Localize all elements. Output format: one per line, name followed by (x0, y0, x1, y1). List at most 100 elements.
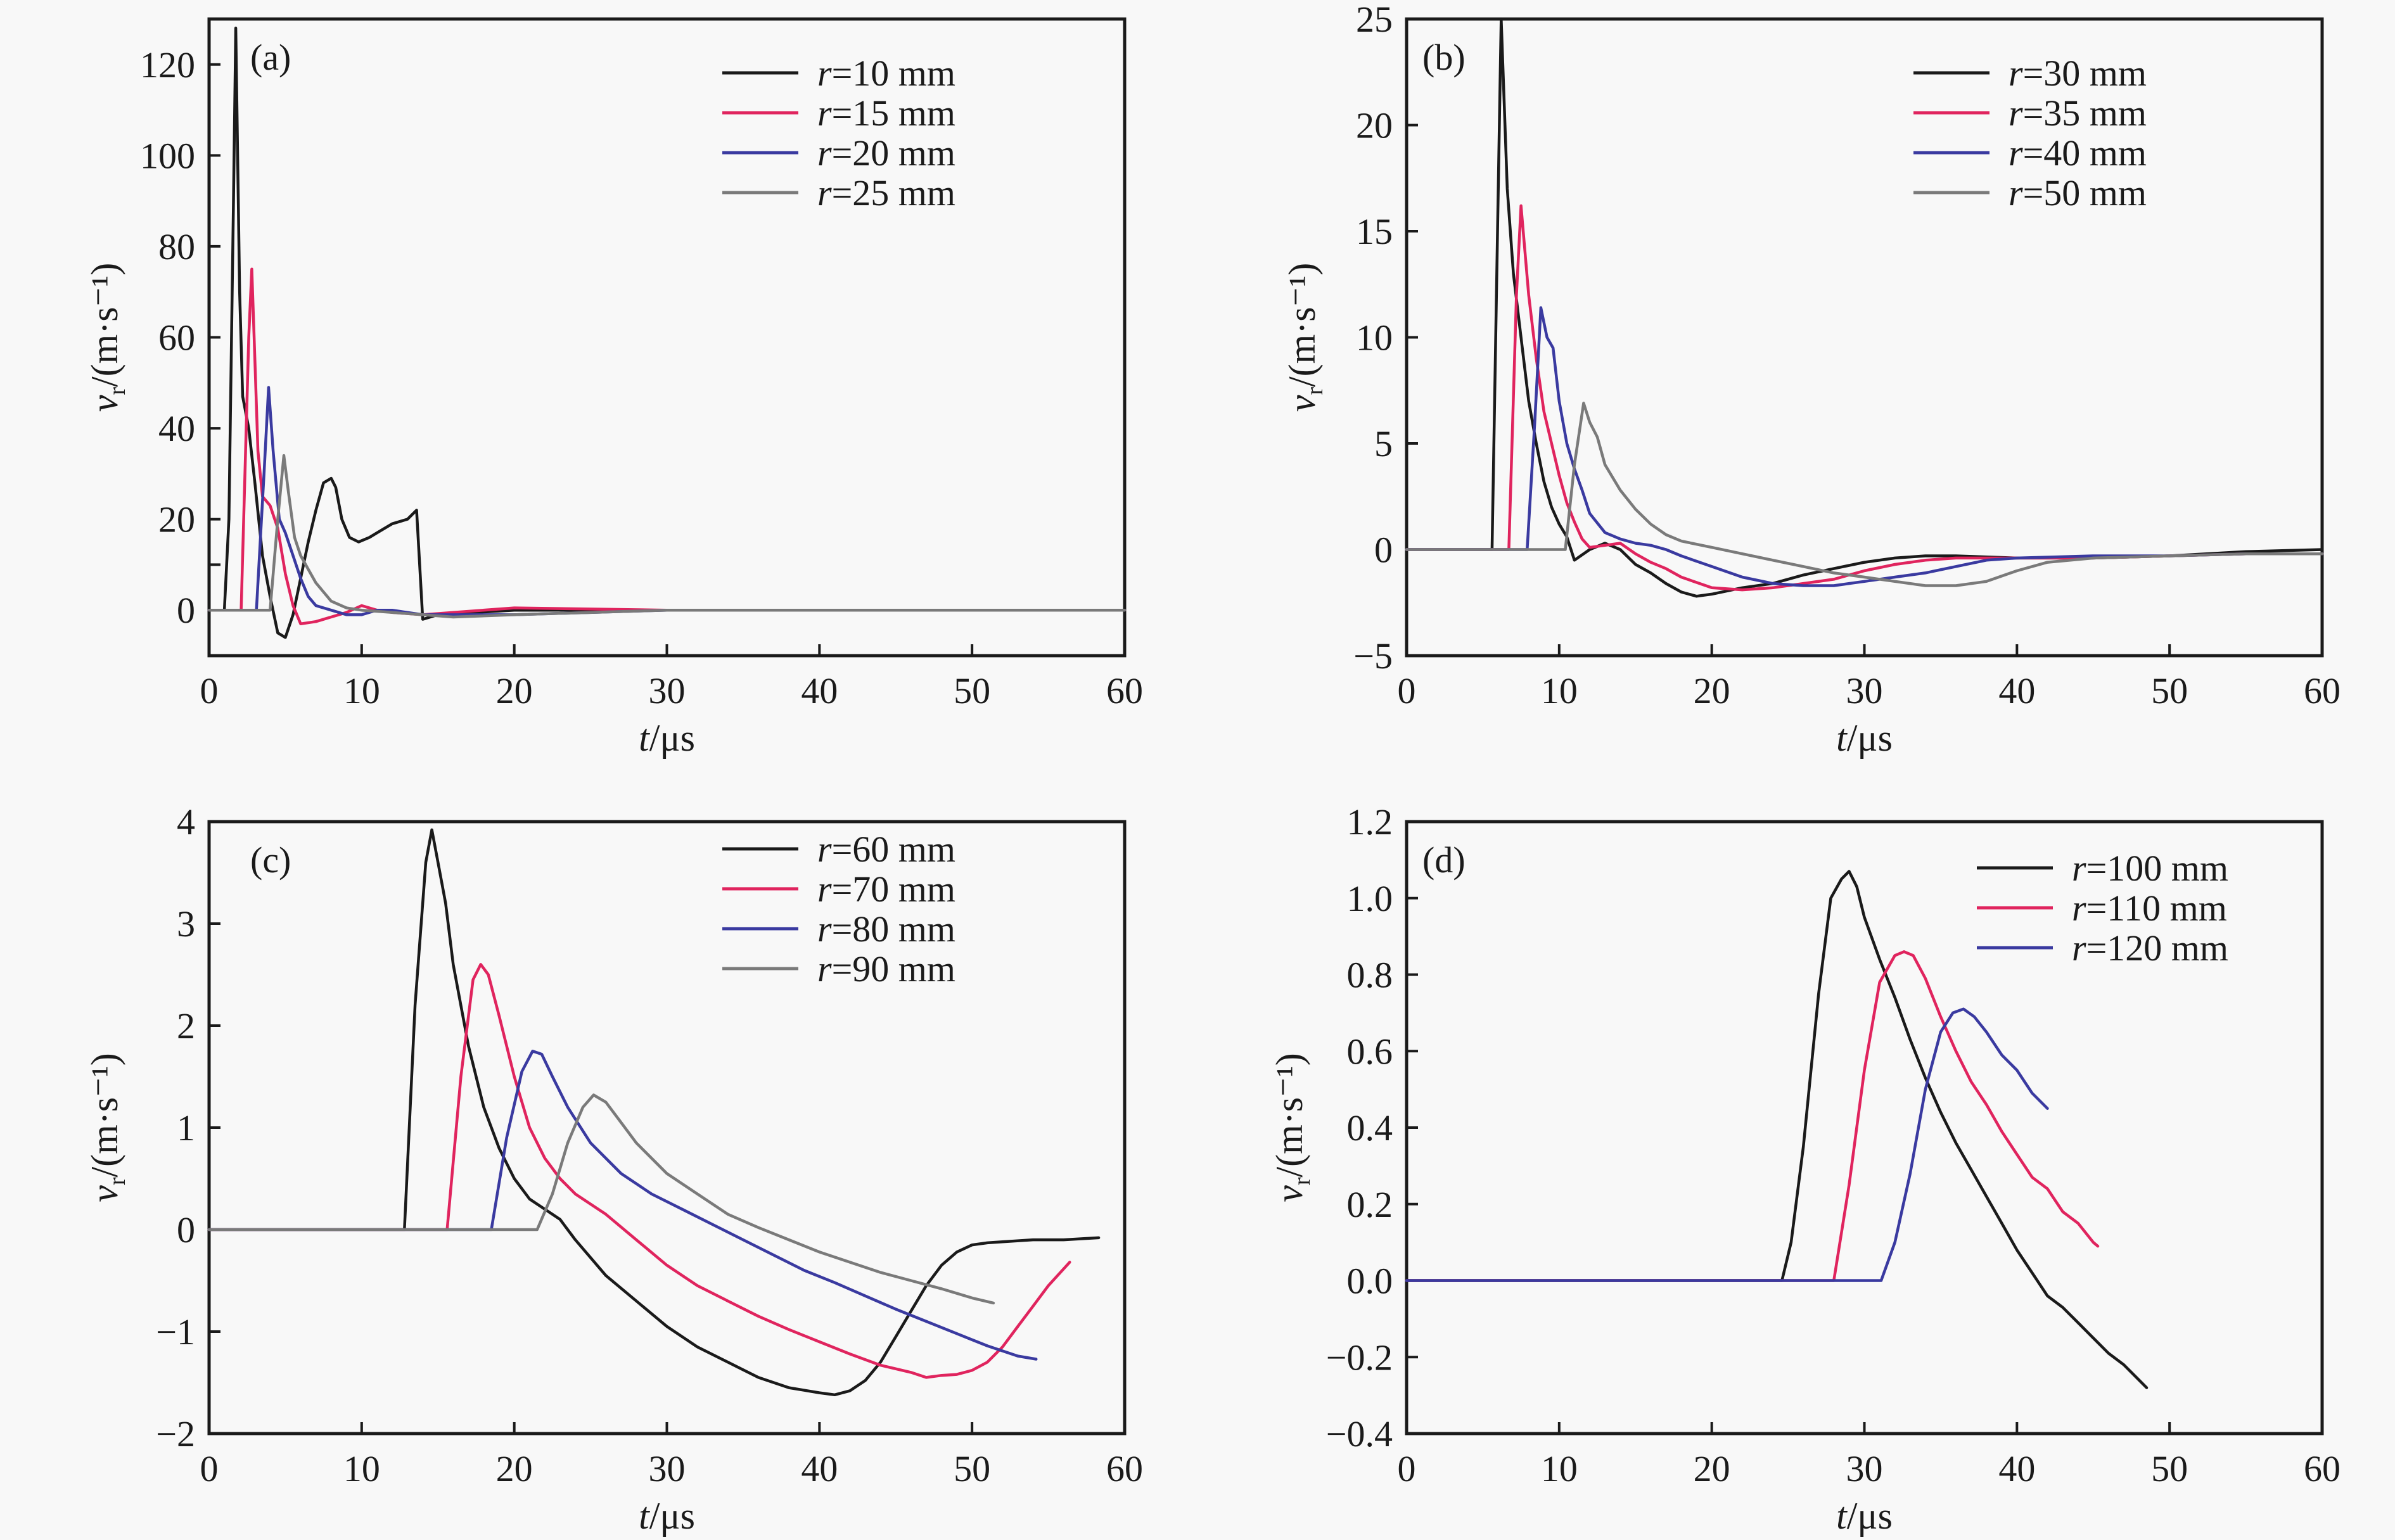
series-layer (1405, 17, 2324, 598)
x-tick-label: 40 (801, 1448, 838, 1489)
x-tick-label: 30 (649, 670, 686, 711)
y-tick-label: 0.4 (1347, 1107, 1393, 1149)
y-ticks: −2 −1 0 1 2 3 4 (156, 801, 220, 1454)
x-axis-var: t (1836, 1495, 1848, 1537)
x-axis-var: t (1836, 717, 1848, 759)
x-tick-label: 0 (200, 1448, 219, 1489)
y-axis-title: vr/(m·s⁻¹) (84, 1053, 131, 1202)
series-line-r90 (207, 1093, 995, 1305)
panel-label: (b) (1422, 37, 1466, 78)
legend-item-r50: r=50 mm (1913, 172, 2147, 213)
y-tick-label: 0.6 (1347, 1031, 1393, 1072)
legend-label: r=40 mm (2009, 132, 2147, 174)
series-line-r15 (207, 267, 1127, 626)
legend-label: r=60 mm (817, 829, 955, 870)
x-axis-unit: /μs (649, 1495, 695, 1537)
legend-label: r=50 mm (2009, 172, 2147, 213)
y-axis-subscript: r (1301, 387, 1328, 395)
y-tick-label: 100 (140, 135, 195, 176)
legend-label: r=120 mm (2072, 927, 2228, 969)
x-tick-label: 0 (200, 670, 219, 711)
x-axis-title: t/μs (639, 717, 695, 759)
y-tick-label: −2 (156, 1413, 195, 1454)
y-tick-label: 25 (1356, 0, 1393, 40)
x-tick-label: 20 (496, 670, 533, 711)
legend: r=30 mmr=35 mmr=40 mmr=50 mm (1913, 53, 2147, 213)
legend-item-r90: r=90 mm (722, 948, 955, 990)
legend: r=10 mmr=15 mmr=20 mmr=25 mm (722, 53, 955, 213)
x-tick-label: 30 (649, 1448, 686, 1489)
legend-label: r=15 mm (817, 92, 955, 134)
legend-label: r=25 mm (817, 172, 955, 213)
x-tick-label: 20 (1694, 670, 1730, 711)
legend-label: r=10 mm (817, 53, 955, 94)
series-line-r10 (207, 27, 1127, 639)
y-tick-label: −1 (156, 1311, 195, 1352)
legend-label: r=100 mm (2072, 848, 2228, 889)
series-line-r70 (207, 963, 1071, 1379)
x-axis-title: t/μs (1836, 1495, 1893, 1537)
legend-label: r=30 mm (2009, 53, 2147, 94)
x-tick-label: 30 (1846, 670, 1883, 711)
legend-label: r=80 mm (817, 908, 955, 950)
legend-label: r=90 mm (817, 948, 955, 990)
legend-item-r10: r=10 mm (722, 53, 955, 94)
x-axis-unit: /μs (1847, 1495, 1893, 1537)
y-tick-label: −0.2 (1326, 1337, 1393, 1378)
x-tick-label: 50 (954, 670, 990, 711)
x-tick-label: 10 (1541, 670, 1578, 711)
y-tick-label: 4 (177, 801, 195, 843)
legend-label: r=70 mm (817, 869, 955, 910)
x-tick-label: 60 (2304, 670, 2341, 711)
y-tick-label: 3 (177, 903, 195, 945)
y-tick-label: 40 (158, 408, 195, 449)
legend-item-r120: r=120 mm (1977, 927, 2228, 969)
legend-item-r35: r=35 mm (1913, 92, 2147, 134)
x-tick-label: 40 (801, 670, 838, 711)
x-tick-label: 50 (2151, 670, 2188, 711)
y-axis-subscript: r (1289, 1177, 1315, 1185)
series-line-r30 (1405, 17, 2324, 598)
x-axis-title: t/μs (1836, 717, 1893, 759)
legend-item-r110: r=110 mm (1977, 888, 2227, 929)
legend-item-r20: r=20 mm (722, 132, 955, 174)
x-tick-label: 30 (1846, 1448, 1883, 1489)
y-tick-label: 60 (158, 317, 195, 359)
panel-label: (c) (250, 839, 291, 881)
y-tick-label: 10 (1356, 317, 1393, 359)
x-tick-label: 20 (1694, 1448, 1730, 1489)
y-tick-label: 0 (177, 590, 195, 631)
y-tick-label: −5 (1353, 635, 1393, 677)
x-tick-label: 50 (954, 1448, 990, 1489)
series-line-r35 (1405, 204, 2324, 592)
y-axis-title: vr/(m·s⁻¹) (84, 263, 131, 412)
legend-item-r15: r=15 mm (722, 92, 955, 134)
legend-item-r70: r=70 mm (722, 869, 955, 910)
y-axis-var: v (84, 1185, 125, 1202)
x-tick-label: 40 (1998, 670, 2035, 711)
x-tick-label: 40 (1998, 1448, 2035, 1489)
x-tick-label: 10 (343, 670, 380, 711)
panel-label: (d) (1422, 839, 1466, 881)
y-ticks: −0.4 −0.2 0.0 0.2 0.4 0.6 0.8 1.0 1.2 (1326, 801, 1418, 1454)
y-tick-label: 20 (158, 499, 195, 540)
legend: r=100 mmr=110 mmr=120 mm (1977, 848, 2228, 969)
legend-item-r60: r=60 mm (722, 829, 955, 870)
y-axis-var: v (1281, 395, 1323, 412)
y-axis-unit: /(m·s⁻¹) (84, 1053, 125, 1177)
legend: r=60 mmr=70 mmr=80 mmr=90 mm (722, 829, 955, 990)
x-tick-label: 60 (1106, 670, 1143, 711)
y-tick-label: 0.0 (1347, 1261, 1393, 1302)
x-axis-unit: /μs (1847, 717, 1893, 759)
legend-label: r=35 mm (2009, 92, 2147, 134)
x-tick-label: 10 (343, 1448, 380, 1489)
series-line-r60 (207, 828, 1101, 1397)
series-layer (1405, 870, 2149, 1389)
x-tick-label: 0 (1398, 1448, 1416, 1489)
y-tick-label: 1 (177, 1107, 195, 1149)
x-tick-label: 0 (1398, 670, 1416, 711)
x-ticks: 0 10 20 30 40 50 60 (200, 1422, 1143, 1489)
y-tick-label: 0 (177, 1209, 195, 1250)
